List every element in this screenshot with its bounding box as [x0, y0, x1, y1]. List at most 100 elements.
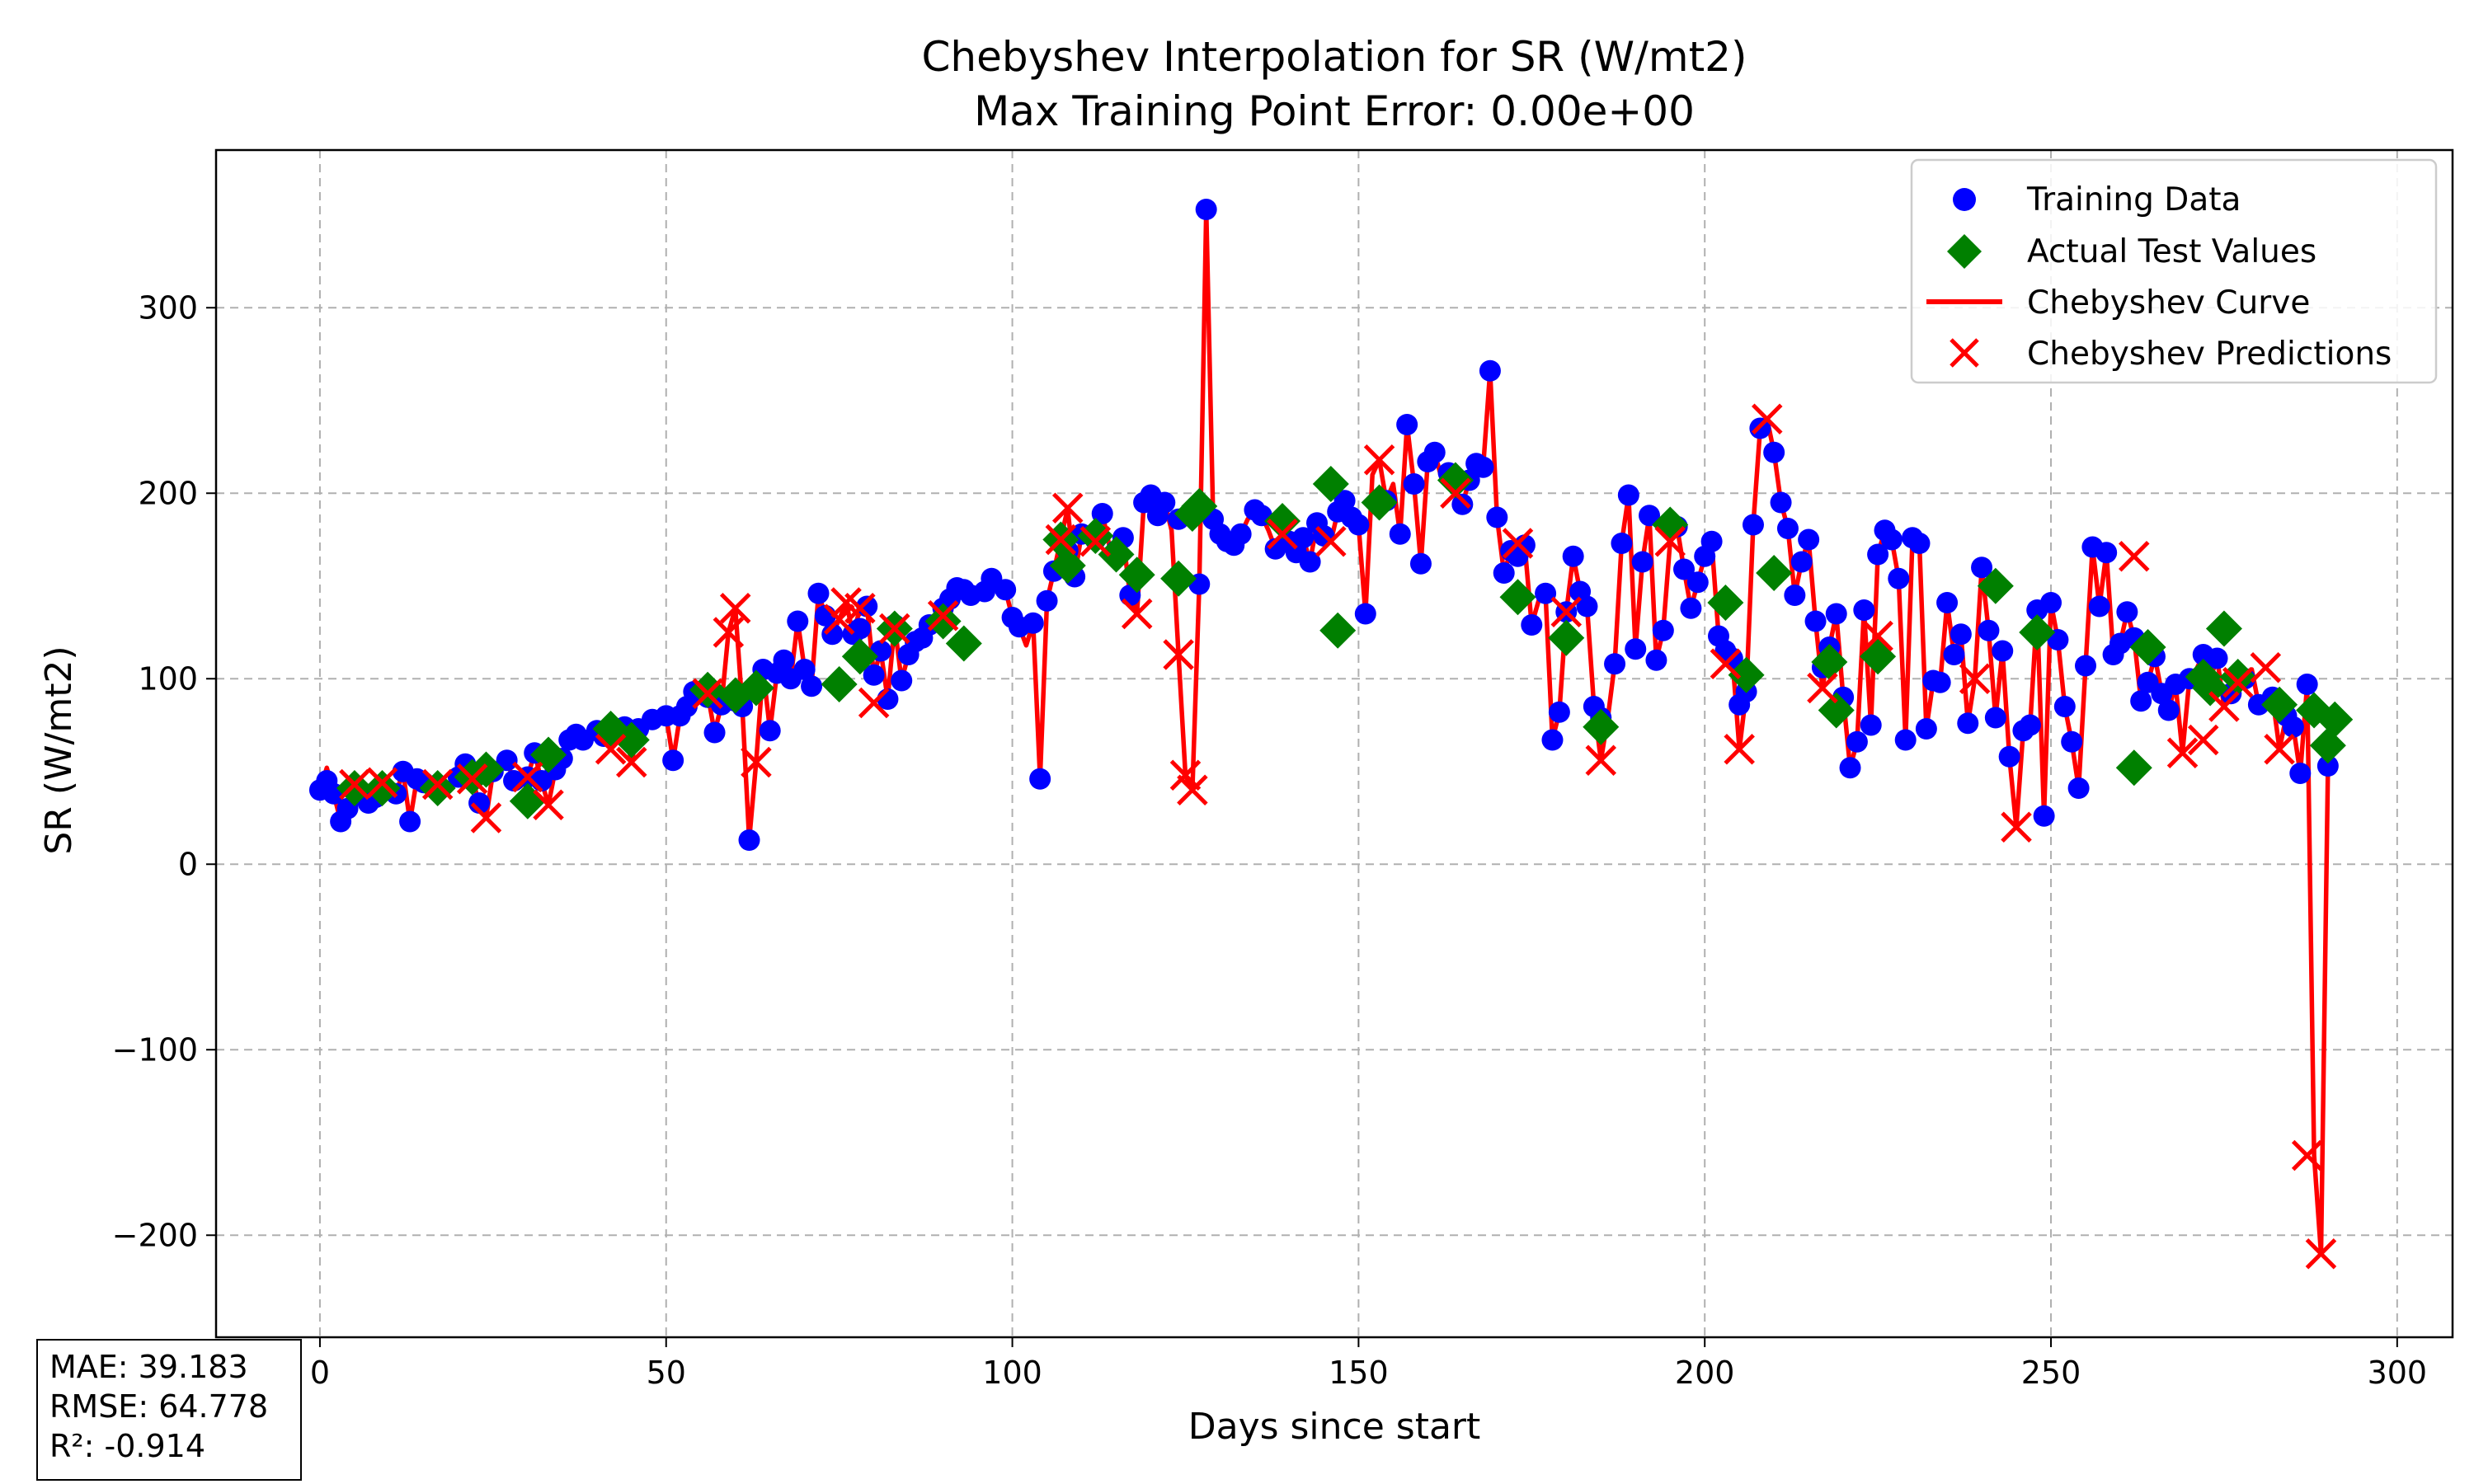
rmse-text: RMSE: 64.778: [49, 1388, 269, 1425]
training-point: [1652, 619, 1674, 641]
training-point: [1541, 729, 1564, 751]
actual-test-point: [1098, 536, 1135, 573]
prediction-point: [421, 768, 454, 801]
training-point: [1091, 503, 1113, 524]
training-point: [1894, 729, 1917, 751]
training-point: [1631, 551, 1653, 573]
training-point: [1839, 757, 1861, 779]
prediction-point: [1959, 663, 1991, 695]
prediction-point: [2166, 737, 2199, 769]
training-point: [793, 659, 816, 680]
training-point: [2289, 763, 2312, 784]
actual-test-point: [1499, 579, 1536, 616]
training-point: [738, 829, 760, 851]
training-point: [1673, 558, 1696, 580]
training-point: [1929, 671, 1951, 693]
training-point: [1548, 701, 1570, 723]
plot-frame: [214, 148, 2454, 1339]
training-point: [1493, 562, 1515, 584]
x-tick-label: 0: [310, 1355, 330, 1391]
prediction-point: [1315, 525, 1347, 557]
prediction-point: [456, 763, 488, 795]
training-point: [1333, 490, 1356, 512]
actual-test-point: [1077, 518, 1114, 554]
training-point: [1700, 530, 1723, 552]
plot-area: [308, 199, 2354, 1270]
actual-test-point: [1756, 555, 1793, 591]
prediction-point: [1440, 477, 1471, 510]
actual-test-point: [468, 751, 505, 788]
actual-test-point: [2129, 629, 2166, 665]
actual-test-point: [1707, 585, 1744, 621]
training-point: [1617, 484, 1639, 506]
prediction-point: [927, 599, 959, 632]
x-tick-label: 50: [647, 1355, 686, 1391]
training-point: [1825, 603, 1847, 625]
prediction-point: [1163, 639, 1194, 670]
prediction-point: [2222, 666, 2254, 698]
training-point: [1784, 585, 1806, 606]
actual-test-point: [364, 770, 401, 806]
legend-actual-marker: [1947, 234, 1982, 269]
actual-test-point: [2019, 614, 2056, 650]
prediction-point: [879, 613, 910, 645]
prediction-point: [533, 789, 564, 821]
training-point: [2067, 777, 2090, 799]
prediction-point: [1654, 525, 1686, 557]
prediction-point: [858, 687, 890, 719]
training-point: [1611, 533, 1633, 554]
training-point: [1625, 638, 1647, 660]
actual-test-point: [737, 669, 774, 707]
actual-test-point: [1118, 556, 1155, 594]
training-point: [863, 664, 885, 686]
training-point: [2088, 595, 2110, 618]
training-point: [1957, 712, 1979, 735]
training-point: [1880, 528, 1903, 551]
actual-test-point: [1361, 484, 1398, 521]
training-point: [1888, 567, 1910, 589]
training-point: [1479, 359, 1501, 382]
prediction-point: [1862, 620, 1893, 652]
training-point: [1776, 518, 1799, 539]
legend-predictions-marker: [1950, 338, 1979, 368]
training-point: [1521, 614, 1543, 636]
training-point: [1860, 714, 1882, 736]
training-point: [1915, 718, 1937, 740]
training-point: [703, 721, 726, 744]
training-point: [1354, 603, 1376, 625]
actual-test-point: [1437, 462, 1474, 499]
training-point: [2095, 542, 2118, 564]
actual-test-point: [1811, 644, 1848, 680]
actual-test-point: [841, 638, 878, 675]
prediction-point: [2264, 733, 2295, 765]
prediction-point: [692, 678, 723, 710]
chart-subtitle: Max Training Point Error: 0.00e+00: [974, 87, 1695, 135]
actual-test-point: [2205, 610, 2242, 647]
training-point: [1763, 441, 1785, 463]
y-tick-label: 300: [138, 289, 198, 326]
training-point: [1998, 745, 2020, 768]
actual-test-point: [2316, 701, 2354, 738]
actual-test-point: [1181, 488, 1218, 524]
training-point: [1348, 514, 1370, 536]
actual-test-point: [1312, 466, 1349, 502]
x-tick-label: 250: [2021, 1355, 2081, 1391]
training-point: [995, 579, 1017, 601]
legend-frame: [1910, 158, 2438, 384]
prediction-point: [1752, 403, 1783, 435]
training-point: [1770, 491, 1792, 514]
training-point: [2206, 647, 2228, 669]
training-point: [1846, 730, 1868, 753]
prediction-point: [2187, 724, 2219, 756]
training-point: [399, 810, 421, 833]
x-tick-label: 100: [982, 1355, 1042, 1391]
r2-text: R²: -0.914: [49, 1428, 206, 1464]
legend: Training Data Actual Test Values Chebysh…: [1910, 158, 2438, 384]
mae-text: MAE: 39.183: [49, 1349, 248, 1385]
prediction-point: [1079, 525, 1112, 557]
training-point: [1486, 506, 1508, 528]
training-point: [1742, 514, 1764, 536]
training-point: [1936, 592, 1959, 613]
prediction-point: [823, 603, 855, 636]
actual-test-point: [2261, 686, 2298, 723]
